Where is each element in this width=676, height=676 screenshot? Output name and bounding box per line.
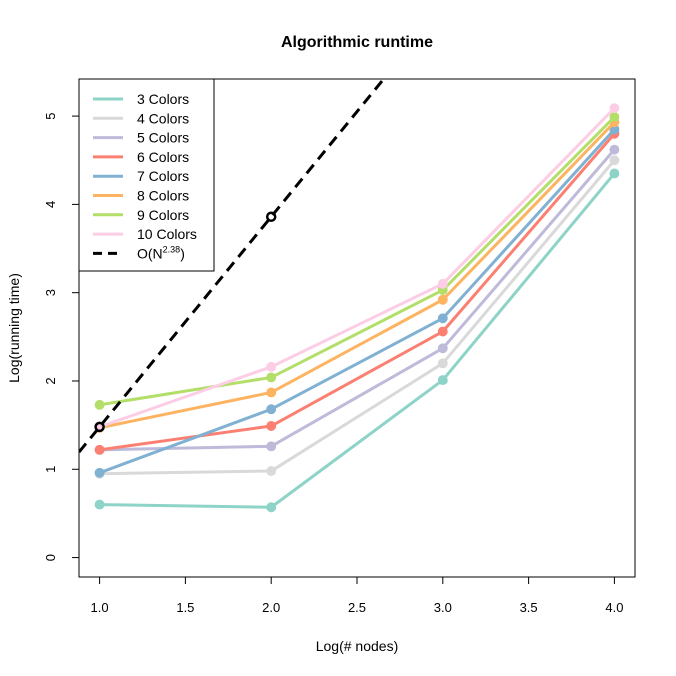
series-point xyxy=(437,358,448,369)
series-line-7 xyxy=(99,115,616,407)
series-point xyxy=(437,343,448,354)
legend-label: 5 Colors xyxy=(137,130,189,146)
series-layer xyxy=(94,103,620,513)
series-point xyxy=(609,168,620,179)
series-line-6 xyxy=(99,121,616,430)
series-point xyxy=(437,278,448,289)
legend: 3 Colors 4 Colors 5 Colors 6 Colors 7 Colors… xyxy=(78,78,215,272)
series-point xyxy=(437,375,448,386)
x-tick-label: 2.5 xyxy=(348,600,366,615)
series-point xyxy=(266,387,277,398)
reference-point xyxy=(265,211,277,222)
series-line-5 xyxy=(99,128,616,475)
y-tick-label: 3 xyxy=(43,289,58,296)
legend-reference-suffix: ) xyxy=(180,245,185,261)
series-point xyxy=(94,499,105,510)
x-tick-label: 3.5 xyxy=(520,600,538,615)
series-point xyxy=(266,421,277,431)
series-point xyxy=(437,326,448,337)
reference-line xyxy=(79,79,386,454)
x-tick-label: 1.5 xyxy=(176,600,194,615)
x-tick-label: 1.0 xyxy=(91,600,109,615)
x-tick-label: 2.0 xyxy=(262,600,280,615)
y-tick-label: 5 xyxy=(43,112,58,119)
series-point xyxy=(266,404,277,415)
y-axis-title: Log(running time) xyxy=(6,273,22,383)
legend-label-reference: O(N2.38) xyxy=(137,244,185,261)
series-line-3 xyxy=(99,148,616,452)
series-point xyxy=(94,399,105,410)
chart-title: Algorithmic runtime xyxy=(281,34,433,51)
x-tick-label: 4.0 xyxy=(605,600,623,615)
y-tick-label: 1 xyxy=(43,466,58,473)
plot-frame xyxy=(78,78,636,578)
legend-label: 9 Colors xyxy=(137,207,189,223)
y-tick-label: 4 xyxy=(43,201,58,208)
legend-reference-exponent: 2.38 xyxy=(163,244,181,254)
series-line-2 xyxy=(99,159,616,476)
y-tick-label: 2 xyxy=(43,377,58,384)
series-line-1 xyxy=(99,172,616,509)
series-point xyxy=(266,441,277,452)
series-point xyxy=(609,155,620,166)
series-point xyxy=(609,112,620,122)
x-axis: 1.0 1.5 2.0 2.5 3.0 3.5 4.0 xyxy=(91,577,623,615)
series-point xyxy=(266,502,277,513)
reference-line-layer xyxy=(79,79,386,454)
series-point xyxy=(266,361,277,372)
reference-point xyxy=(94,421,105,433)
y-tick-label: 0 xyxy=(43,554,58,561)
series-point xyxy=(94,444,105,455)
legend-label: 8 Colors xyxy=(137,188,189,204)
legend-label: 3 Colors xyxy=(137,91,189,107)
series-point xyxy=(94,467,105,478)
x-axis-title: Log(# nodes) xyxy=(316,638,399,654)
series-line-8 xyxy=(99,107,616,429)
legend-label: 6 Colors xyxy=(137,149,189,165)
legend-label: 10 Colors xyxy=(137,226,197,242)
series-line-4 xyxy=(99,132,616,452)
legend-label: 4 Colors xyxy=(137,110,189,126)
series-point xyxy=(266,372,277,383)
legend-reference-base: O(N xyxy=(137,245,163,261)
series-point xyxy=(609,103,620,114)
series-point xyxy=(437,313,448,324)
series-point xyxy=(437,294,448,305)
legend-label: 7 Colors xyxy=(137,168,189,184)
y-axis: 0 1 2 3 4 5 xyxy=(43,112,79,561)
series-point xyxy=(266,466,277,476)
series-point xyxy=(609,144,620,155)
x-tick-label: 3.0 xyxy=(434,600,452,615)
